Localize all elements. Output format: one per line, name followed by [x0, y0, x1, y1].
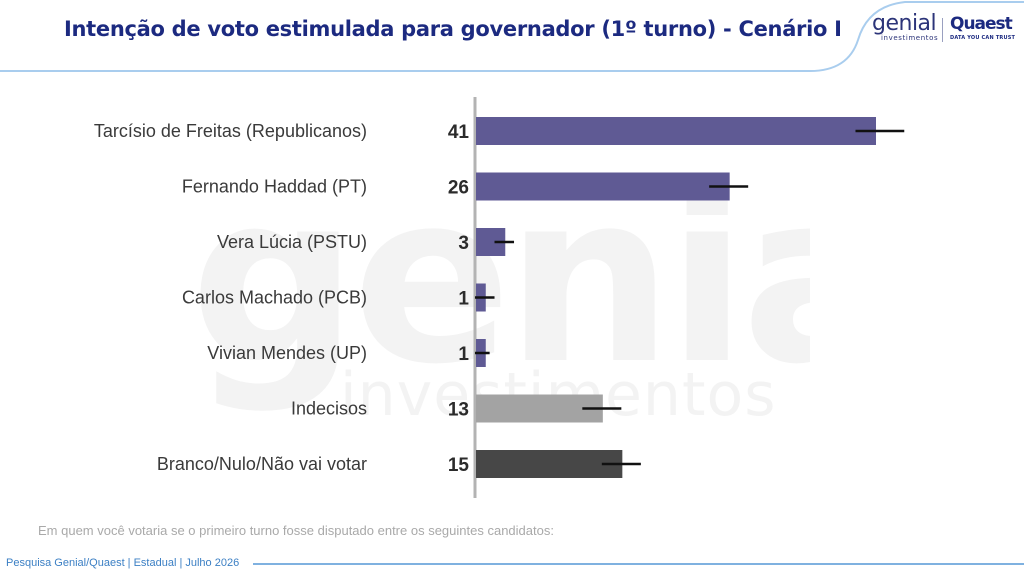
quaest-logo-sub: DATA YOU CAN TRUST [950, 35, 1016, 41]
watermark-word: genial [190, 175, 810, 416]
data-label: 3 [458, 233, 469, 254]
bar [476, 172, 730, 201]
footer-rule [253, 563, 1024, 565]
category-label: Branco/Nulo/Não vai votar [157, 454, 367, 474]
header-band: Intenção de voto estimulada para governa… [0, 0, 1024, 74]
header-curve [0, 0, 1024, 72]
data-label: 26 [448, 178, 469, 199]
data-label: 1 [458, 344, 469, 365]
category-label: Tarcísio de Freitas (Republicanos) [94, 121, 367, 141]
genial-logo-sub: investimentos [881, 34, 939, 42]
bar [476, 117, 876, 145]
watermark: genial investimentos [190, 175, 810, 425]
category-label: Vera Lúcia (PSTU) [217, 232, 367, 252]
footer-source: Pesquisa Genial/Quaest | Estadual | Julh… [6, 557, 240, 569]
quaest-logo-text: Quaest [950, 14, 1013, 34]
page-title: Intenção de voto estimulada para governa… [64, 17, 842, 41]
quaest-logo: Quaest DATA YOU CAN TRUST [950, 16, 1015, 42]
chart-footnote: Em quem você votaria se o primeiro turno… [38, 523, 554, 538]
category-label: Vivian Mendes (UP) [207, 343, 367, 363]
logo-divider [942, 18, 943, 42]
data-label: 13 [448, 400, 469, 421]
data-label: 41 [448, 122, 470, 143]
bar [476, 394, 603, 423]
genial-logo: genial investimentos [872, 11, 939, 43]
category-label: Fernando Haddad (PT) [182, 177, 367, 197]
category-label: Indecisos [291, 399, 367, 419]
bar [476, 450, 623, 478]
data-label: 15 [448, 455, 470, 476]
genial-logo-text: genial [872, 11, 937, 36]
category-label: Carlos Machado (PCB) [182, 288, 367, 308]
data-label: 1 [458, 289, 469, 310]
